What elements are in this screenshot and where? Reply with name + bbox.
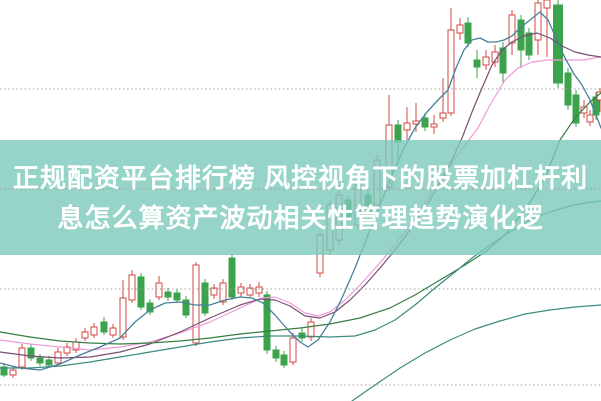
- ma-teal-long: [351, 304, 601, 401]
- candle-up: [543, 0, 551, 57]
- candle-up: [289, 333, 297, 365]
- candle-down: [564, 68, 572, 110]
- ma-purple: [0, 32, 601, 359]
- ma-pink: [0, 56, 601, 351]
- headline-text-block: 正规配资平台排行榜 风控视角下的股票加杠杆利 息怎么算资产波动相关性管理趋势演化…: [0, 140, 601, 255]
- candle-down: [228, 254, 236, 300]
- candle-up: [237, 283, 245, 297]
- candle-down: [298, 328, 306, 342]
- candle-down: [280, 351, 288, 368]
- candle-down: [27, 344, 35, 361]
- candle-up: [81, 328, 89, 341]
- candle-up: [403, 107, 411, 140]
- candle-down: [201, 279, 209, 316]
- candle-down: [137, 273, 145, 310]
- candle-down: [517, 15, 525, 68]
- candle-up: [90, 323, 98, 338]
- candle-up: [439, 78, 447, 122]
- candle-down: [36, 354, 44, 366]
- headline-banner: [0, 140, 601, 255]
- candle-up: [109, 324, 117, 338]
- candle-down: [473, 50, 481, 78]
- candle-down: [263, 291, 271, 354]
- candle-up: [508, 10, 516, 55]
- candle-down: [464, 17, 472, 47]
- candle-up: [447, 8, 455, 116]
- candle-down: [45, 356, 53, 368]
- candle-up: [128, 270, 136, 303]
- headline-line-1: 正规配资平台排行榜 风控视角下的股票加杠杆利: [12, 162, 589, 193]
- headline-line-2: 息怎么算资产波动相关性管理趋势演化逻: [57, 202, 544, 233]
- candle-up: [482, 50, 490, 70]
- candle-up: [255, 282, 263, 297]
- candle-down: [421, 113, 429, 131]
- candle-up: [63, 343, 71, 356]
- candle-down: [182, 296, 190, 318]
- candle-down: [0, 363, 8, 377]
- candle-up: [307, 318, 315, 341]
- candle-down: [272, 346, 280, 362]
- candle-up: [534, 0, 542, 55]
- candle-up: [119, 280, 127, 340]
- candle-down: [100, 317, 108, 335]
- candle-up: [72, 338, 80, 353]
- candle-down: [525, 28, 533, 60]
- candle-down: [164, 288, 172, 301]
- candle-up: [430, 115, 438, 134]
- candle-up: [246, 284, 254, 298]
- candle-up: [210, 284, 218, 299]
- candle-up: [456, 18, 464, 40]
- candle-up: [155, 276, 163, 300]
- candle-up: [586, 110, 594, 126]
- candle-up: [192, 262, 200, 346]
- candle-down: [572, 90, 580, 127]
- candle-down: [173, 289, 181, 303]
- candle-down: [146, 299, 154, 315]
- candle-up: [18, 344, 26, 370]
